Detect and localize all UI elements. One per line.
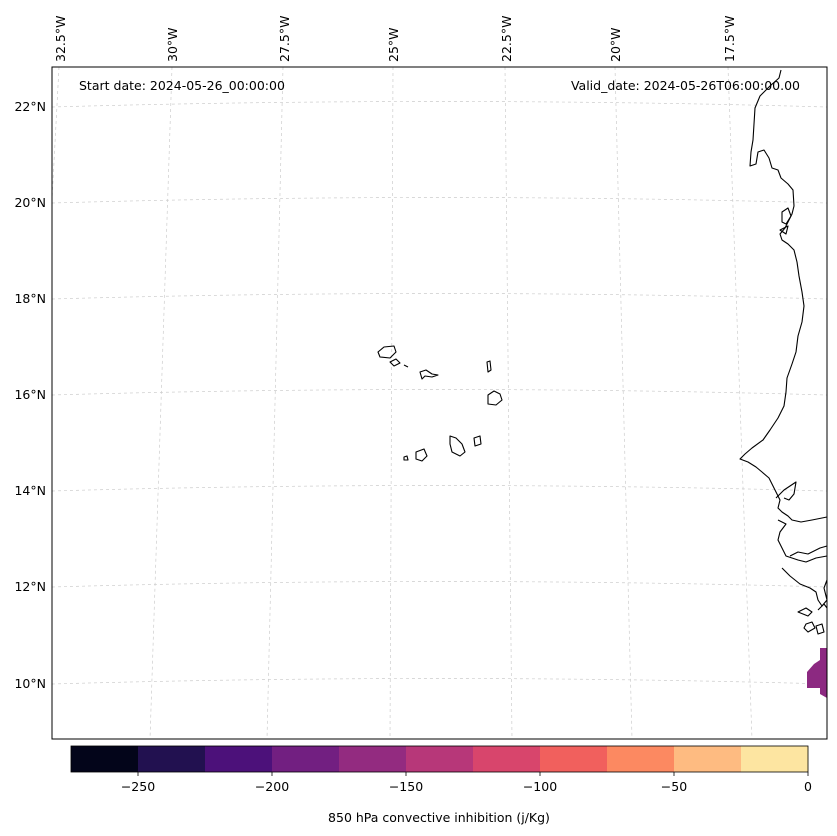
colorbar-swatch [339, 746, 407, 772]
colorbar-swatch [674, 746, 742, 772]
latitude-labels: 22°N 20°N 18°N 16°N 14°N 12°N 10°N [14, 99, 46, 691]
start-date-label: Start date: 2024-05-26_00:00:00 [79, 78, 285, 93]
lat-label-10n: 10°N [14, 676, 46, 691]
parallel-10n [51, 678, 828, 685]
colorbar-swatch [406, 746, 474, 772]
graticule [51, 66, 828, 740]
longitude-labels: 32.5°W 30°W 27.5°W 25°W 22.5°W 20°W 17.5… [53, 16, 737, 62]
parallel-14n [51, 485, 828, 492]
coast-islands-6 [779, 225, 789, 235]
lat-label-22n: 22°N [14, 99, 46, 114]
colorbar-ticks: −250 −200 −150 −100 −50 0 [121, 772, 812, 794]
colorbar-swatches [71, 746, 809, 772]
lon-label-30w: 30°W [165, 27, 180, 62]
colorbar-border [70, 745, 809, 773]
colorbar-swatch [607, 746, 675, 772]
meridian-30w [149, 66, 173, 740]
meridian-25w [389, 66, 394, 740]
parallel-18n [51, 293, 828, 300]
colorbar: −250 −200 −150 −100 −50 0 850 hPa convective … [70, 745, 812, 825]
lon-label-22.5w: 22.5°W [499, 16, 514, 62]
lon-label-27.5w: 27.5°W [277, 16, 292, 62]
coastlines [377, 69, 828, 635]
colorbar-tick-label: −50 [661, 779, 687, 794]
colorbar-tick-label: −150 [389, 779, 423, 794]
lat-label-12n: 12°N [14, 579, 46, 594]
coast-islands-1 [797, 607, 813, 617]
parallel-22n [51, 101, 828, 108]
colorbar-swatch [540, 746, 608, 772]
coast-islands-5 [781, 207, 792, 225]
lat-label-18n: 18°N [14, 291, 46, 306]
coast-inlet-2 [777, 519, 828, 563]
map-border [51, 66, 828, 740]
colorbar-swatch [741, 746, 809, 772]
santa-luzia [403, 364, 409, 368]
colorbar-tick-label: 0 [804, 779, 812, 794]
coast-islands-3 [803, 621, 816, 633]
cin-field-patch [807, 648, 827, 698]
coast-islands-2 [817, 603, 828, 611]
parallel-12n [51, 581, 828, 588]
meridian-20w [614, 66, 633, 740]
fogo [415, 448, 428, 462]
coast-islands-4 [815, 623, 825, 635]
meridian-27.5w [266, 66, 284, 740]
colorbar-tick-label: −200 [255, 779, 289, 794]
colorbar-tick-label: −100 [523, 779, 557, 794]
lon-label-20w: 20°W [608, 27, 623, 62]
valid-date-label: Valid_date: 2024-05-26T06:00:00.00 [571, 78, 800, 93]
colorbar-swatch [205, 746, 273, 772]
sao-vicente [389, 358, 401, 367]
santiago [449, 435, 466, 457]
boa-vista [487, 390, 503, 406]
map-panel [51, 66, 828, 740]
colorbar-swatch [138, 746, 206, 772]
lon-label-17.5w: 17.5°W [722, 16, 737, 62]
coast-inlet-3 [789, 545, 828, 557]
santo-antao [377, 345, 397, 359]
colorbar-swatch [473, 746, 541, 772]
meridian-22.5w [504, 66, 513, 740]
lon-label-32.5w: 32.5°W [53, 16, 68, 62]
brava [403, 455, 409, 461]
parallel-20n [51, 197, 828, 204]
coast-guinea-bissau [781, 567, 828, 607]
colorbar-tick-label: −250 [121, 779, 155, 794]
colorbar-label: 850 hPa convective inhibition (j/Kg) [328, 810, 550, 825]
africa-coastline [739, 69, 828, 523]
meridian-17.5w [727, 66, 753, 740]
coast-inlet-1 [775, 481, 797, 501]
lat-label-14n: 14°N [14, 483, 46, 498]
colorbar-swatch [71, 746, 139, 772]
sal [486, 360, 492, 373]
map-background [52, 67, 827, 739]
parallel-16n [51, 389, 828, 396]
colorbar-swatch [272, 746, 340, 772]
meridian-32.5w [51, 66, 60, 201]
lat-label-16n: 16°N [14, 387, 46, 402]
maio [473, 435, 482, 447]
sao-nicolau [419, 369, 439, 380]
lat-label-20n: 20°N [14, 195, 46, 210]
lon-label-25w: 25°W [386, 27, 401, 62]
